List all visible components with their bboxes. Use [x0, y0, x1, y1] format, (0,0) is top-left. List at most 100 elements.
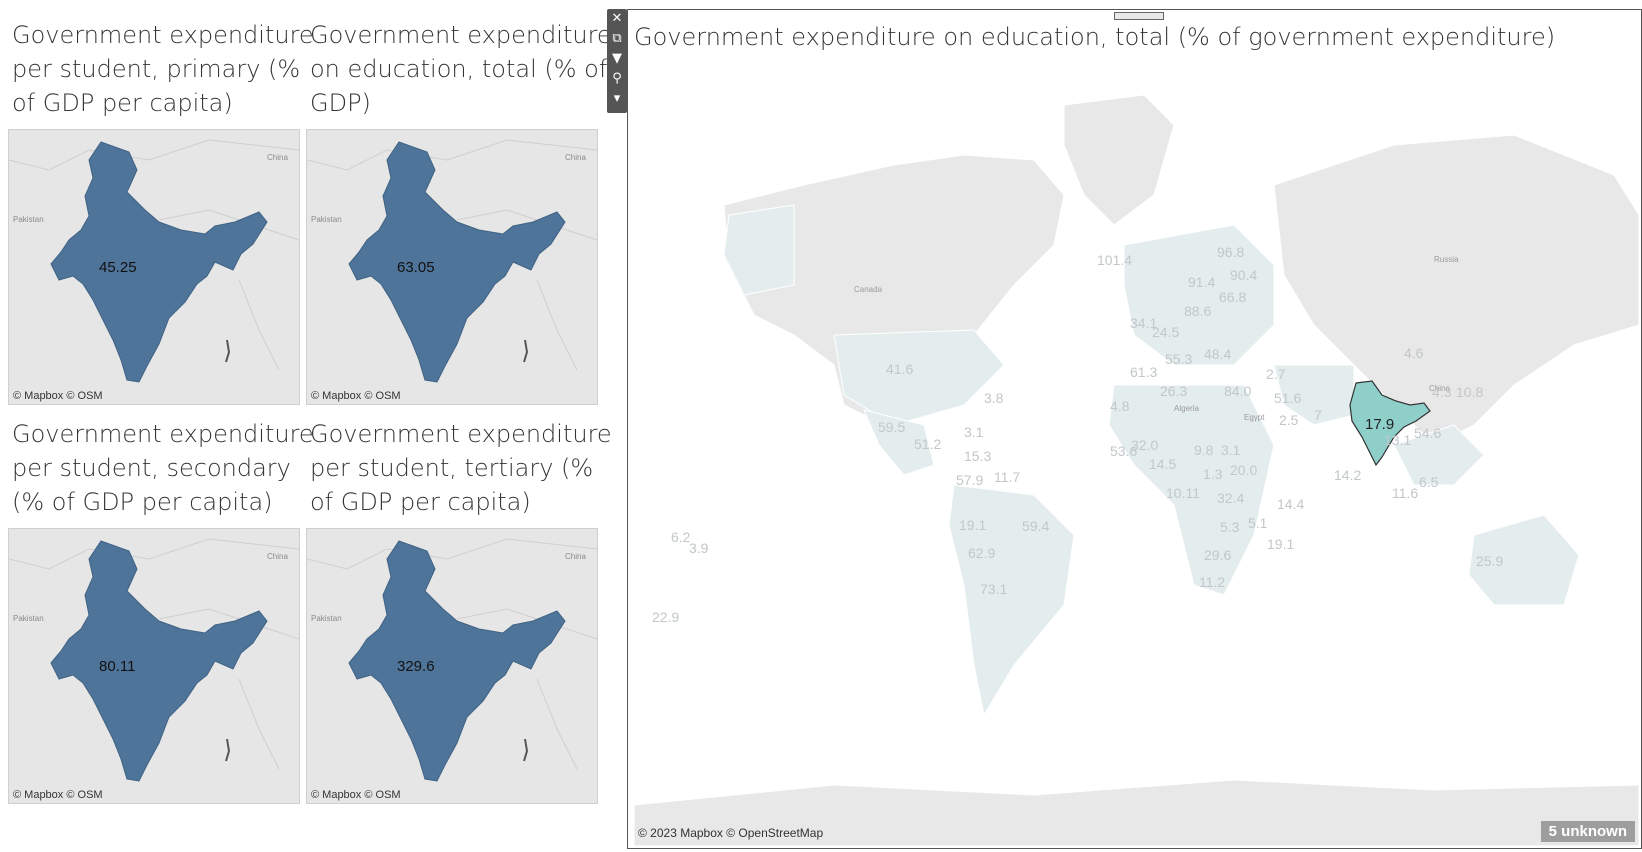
border-line: [536, 279, 578, 371]
place-china: China: [565, 153, 586, 162]
mexico-shape: [863, 409, 935, 476]
country-value-label: 51.2: [914, 436, 941, 452]
europe-shape: [1123, 224, 1275, 366]
india-shape[interactable]: [50, 540, 268, 782]
small-map-attribution: © Mapbox © OSM: [311, 789, 401, 801]
country-value-label: 22.9: [652, 609, 679, 625]
small-map-value: 80.11: [99, 658, 135, 675]
country-value-label: 25.9: [1476, 553, 1503, 569]
small-map-title-line: Government expenditure: [310, 420, 612, 448]
country-value-label: 4.3: [1432, 384, 1452, 400]
country-value-label: 10.8: [1456, 384, 1483, 400]
country-value-label: 66.8: [1219, 289, 1246, 305]
small-map-1[interactable]: China Pakistan 63.05 © Mapbox © OSM: [306, 129, 598, 405]
andaman-islands: [523, 738, 529, 762]
small-map-title-line: on education, total (% of: [310, 55, 608, 83]
more-icon[interactable]: ▾: [613, 91, 621, 106]
filter-icon[interactable]: ▼: [612, 51, 622, 66]
country-value-label: 5.3: [1220, 519, 1240, 535]
country-value-label: 91.4: [1188, 274, 1215, 290]
country-value-label: 9.8: [1194, 442, 1214, 458]
map-place-label: Canada: [854, 285, 883, 294]
small-map-3[interactable]: China Pakistan 329.6 © Mapbox © OSM: [306, 528, 598, 804]
small-map-value: 63.05: [397, 259, 435, 276]
country-value-label: 4.6: [1404, 345, 1424, 361]
country-value-label: 24.5: [1152, 324, 1179, 340]
border-line: [536, 678, 578, 770]
asia-land: [1273, 134, 1639, 446]
popout-icon[interactable]: ⧉: [612, 31, 622, 46]
india-shape[interactable]: [50, 141, 268, 383]
country-value-label: 19.1: [1267, 536, 1294, 552]
small-map-title-line: Government expenditure: [310, 21, 612, 49]
country-value-label: 62.9: [968, 545, 995, 561]
country-value-label: 11.2: [1199, 574, 1225, 590]
australia-shape: [1468, 514, 1580, 606]
close-icon[interactable]: ✕: [611, 11, 623, 26]
country-value-label: 61.3: [1130, 364, 1157, 380]
pin-icon[interactable]: ⚲: [612, 71, 622, 86]
small-map-title-line: per student, primary (%: [12, 55, 301, 83]
small-map-0[interactable]: China Pakistan 45.25 © Mapbox © OSM: [8, 129, 300, 405]
middle-east-shape: [1273, 364, 1355, 426]
country-value-label: 14.4: [1277, 496, 1304, 512]
country-value-label: 54.6: [1414, 425, 1441, 441]
place-china: China: [565, 552, 586, 561]
small-map-value: 329.6: [397, 658, 435, 675]
andaman-islands: [225, 738, 231, 762]
country-value-label: 101.4: [1097, 252, 1132, 268]
country-value-label: 3.1: [1221, 442, 1241, 458]
drag-handle[interactable]: [1114, 12, 1164, 20]
worksheet-toolbar: ✕ ⧉ ▼ ⚲ ▾: [607, 9, 627, 113]
country-value-label: 3.9: [689, 540, 709, 556]
unknown-badge[interactable]: 5 unknown: [1540, 821, 1635, 842]
country-value-label: 14.2: [1334, 467, 1361, 483]
small-map-title-line: (% of GDP per capita): [12, 488, 273, 516]
place-pakistan: Pakistan: [311, 215, 342, 224]
big-map-attribution: © 2023 Mapbox © OpenStreetMap: [638, 826, 824, 840]
small-map-2[interactable]: China Pakistan 80.11 © Mapbox © OSM: [8, 528, 300, 804]
small-map-title-line: of GDP per capita): [310, 488, 531, 516]
country-value-label: 11.7: [994, 469, 1020, 485]
country-value-label: 13.1: [1384, 432, 1411, 448]
antarctica-land: [634, 779, 1639, 846]
country-value-label: 20.0: [1230, 462, 1257, 478]
andaman-islands: [523, 339, 529, 363]
country-value-label: 57.9: [956, 472, 983, 488]
country-value-label: 26.3: [1160, 383, 1187, 399]
india-shape[interactable]: [348, 540, 566, 782]
small-map-title-line: Government expenditure: [12, 420, 314, 448]
country-value-label: 19.1: [959, 517, 986, 533]
india-shape[interactable]: [348, 141, 566, 383]
country-value-label: 48.4: [1204, 346, 1231, 362]
country-value-label: 6.5: [1419, 474, 1439, 490]
country-value-label: 88.6: [1184, 303, 1211, 319]
country-value-label: 59.4: [1022, 518, 1049, 534]
country-value-label: 90.4: [1230, 267, 1257, 283]
place-pakistan: Pakistan: [13, 614, 44, 623]
map-place-label: Egypt: [1244, 413, 1265, 422]
map-place-label: Algeria: [1174, 404, 1199, 413]
country-value-label: 15.3: [964, 448, 991, 464]
big-map-title: Government expenditure on education, tot…: [634, 23, 1556, 51]
small-map-title-1: Government expenditure on education, tota…: [310, 18, 612, 120]
country-value-label: 51.6: [1274, 390, 1301, 406]
country-value-label: 4.8: [1110, 398, 1130, 414]
india-highlight[interactable]: [1349, 380, 1431, 467]
place-pakistan: Pakistan: [13, 215, 44, 224]
usa-shape: [833, 329, 1005, 426]
country-value-label: 34.1: [1130, 315, 1157, 331]
small-map-attribution: © Mapbox © OSM: [311, 390, 401, 402]
south-america-shape: [948, 484, 1075, 717]
map-place-label: Russia: [1434, 255, 1459, 264]
small-map-attribution: © Mapbox © OSM: [13, 789, 103, 801]
place-china: China: [267, 552, 288, 561]
country-value-label: 14.5: [1149, 456, 1176, 472]
world-map[interactable]: 17.9 Canada Russia China Algeria Egypt 41.6 3…: [634, 65, 1639, 846]
country-value-label: 41.6: [886, 361, 913, 377]
country-value-label: 11.6: [1392, 485, 1418, 501]
small-map-title-line: GDP): [310, 89, 371, 117]
small-map-svg: China Pakistan 45.25: [9, 130, 299, 404]
map-place-label: China: [1429, 384, 1450, 393]
country-value-label: 7: [1314, 407, 1322, 423]
